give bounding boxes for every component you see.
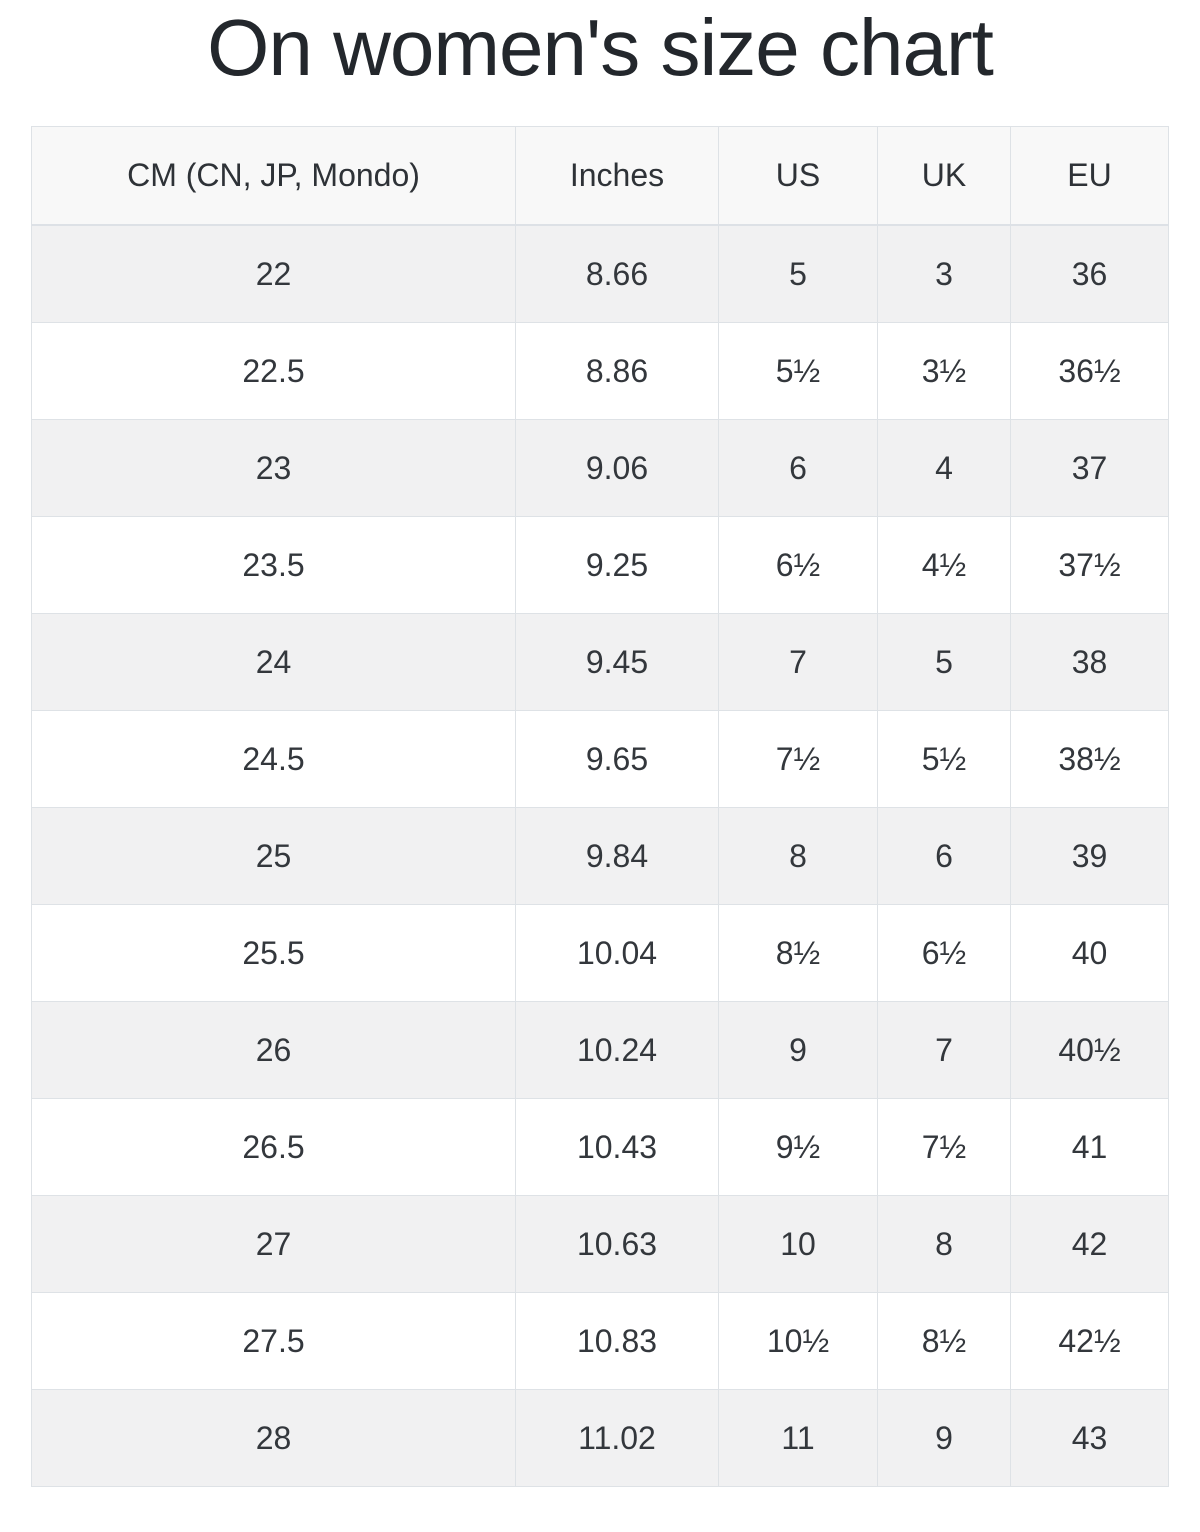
table-row: 25 9.84 8 6 39 <box>31 807 1169 905</box>
table-cell: 9½ <box>718 1098 878 1196</box>
table-cell: 28 <box>31 1389 516 1487</box>
table-cell: 8½ <box>877 1292 1011 1390</box>
table-cell: 9 <box>718 1001 878 1099</box>
table-row: 27 10.63 10 8 42 <box>31 1195 1169 1293</box>
table-row: 27.5 10.83 10½ 8½ 42½ <box>31 1292 1169 1390</box>
table-cell: 5½ <box>877 710 1011 808</box>
table-cell: 37 <box>1010 419 1169 517</box>
table-cell: 5 <box>718 224 878 323</box>
table-cell: 26.5 <box>31 1098 516 1196</box>
table-cell: 5 <box>877 613 1011 711</box>
table-cell: 41 <box>1010 1098 1169 1196</box>
table-cell: 6 <box>718 419 878 517</box>
table-row: 26.5 10.43 9½ 7½ 41 <box>31 1098 1169 1196</box>
table-cell: 10.83 <box>515 1292 719 1390</box>
table-cell: 7½ <box>877 1098 1011 1196</box>
table-cell: 9 <box>877 1389 1011 1487</box>
table-row: 24.5 9.65 7½ 5½ 38½ <box>31 710 1169 808</box>
table-cell: 9.65 <box>515 710 719 808</box>
table-cell: 9.45 <box>515 613 719 711</box>
table-cell: 26 <box>31 1001 516 1099</box>
table-row: 28 11.02 11 9 43 <box>31 1389 1169 1487</box>
column-header: Inches <box>515 126 719 226</box>
table-cell: 38½ <box>1010 710 1169 808</box>
column-header: UK <box>877 126 1011 226</box>
table-cell: 22.5 <box>31 322 516 420</box>
table-cell: 23.5 <box>31 516 516 614</box>
table-cell: 22 <box>31 224 516 323</box>
table-row: 25.5 10.04 8½ 6½ 40 <box>31 904 1169 1002</box>
table-cell: 37½ <box>1010 516 1169 614</box>
table-cell: 38 <box>1010 613 1169 711</box>
table-cell: 36 <box>1010 224 1169 323</box>
table-cell: 8.86 <box>515 322 719 420</box>
table-cell: 3½ <box>877 322 1011 420</box>
table-cell: 24 <box>31 613 516 711</box>
table-cell: 8 <box>877 1195 1011 1293</box>
table-cell: 10.63 <box>515 1195 719 1293</box>
table-row: 24 9.45 7 5 38 <box>31 613 1169 711</box>
table-cell: 10.24 <box>515 1001 719 1099</box>
table-row: 23 9.06 6 4 37 <box>31 419 1169 517</box>
table-cell: 25 <box>31 807 516 905</box>
table-cell: 27.5 <box>31 1292 516 1390</box>
table-cell: 23 <box>31 419 516 517</box>
table-cell: 4½ <box>877 516 1011 614</box>
header-row: CM (CN, JP, Mondo) Inches US UK EU <box>31 126 1169 226</box>
table-row: 23.5 9.25 6½ 4½ 37½ <box>31 516 1169 614</box>
column-header: US <box>718 126 878 226</box>
table-cell: 10½ <box>718 1292 878 1390</box>
table-cell: 40½ <box>1010 1001 1169 1099</box>
table-cell: 4 <box>877 419 1011 517</box>
table-cell: 39 <box>1010 807 1169 905</box>
table-cell: 7 <box>877 1001 1011 1099</box>
table-cell: 25.5 <box>31 904 516 1002</box>
table-cell: 43 <box>1010 1389 1169 1487</box>
table-cell: 9.25 <box>515 516 719 614</box>
table-cell: 6½ <box>877 904 1011 1002</box>
table-body: 22 8.66 5 3 36 22.5 8.86 5½ 3½ 36½ 23 9.06 6 4 37 23.5 9… <box>31 224 1169 1487</box>
table-cell: 7 <box>718 613 878 711</box>
table-row: 22 8.66 5 3 36 <box>31 224 1169 323</box>
column-header: CM (CN, JP, Mondo) <box>31 126 516 226</box>
table-cell: 8 <box>718 807 878 905</box>
table-cell: 6 <box>877 807 1011 905</box>
table-cell: 10.43 <box>515 1098 719 1196</box>
table-cell: 6½ <box>718 516 878 614</box>
table-cell: 42½ <box>1010 1292 1169 1390</box>
table-cell: 7½ <box>718 710 878 808</box>
table-cell: 9.06 <box>515 419 719 517</box>
column-header: EU <box>1010 126 1169 226</box>
table-cell: 27 <box>31 1195 516 1293</box>
table-cell: 9.84 <box>515 807 719 905</box>
table-cell: 36½ <box>1010 322 1169 420</box>
table-row: 26 10.24 9 7 40½ <box>31 1001 1169 1099</box>
table-cell: 8½ <box>718 904 878 1002</box>
size-chart-container: CM (CN, JP, Mondo) Inches US UK EU 22 8.66 5 3 3… <box>31 126 1169 1487</box>
table-cell: 42 <box>1010 1195 1169 1293</box>
table-cell: 10 <box>718 1195 878 1293</box>
table-cell: 24.5 <box>31 710 516 808</box>
table-cell: 8.66 <box>515 224 719 323</box>
size-chart-table: CM (CN, JP, Mondo) Inches US UK EU 22 8.66 5 3 3… <box>31 126 1169 1487</box>
table-cell: 3 <box>877 224 1011 323</box>
table-cell: 11 <box>718 1389 878 1487</box>
table-cell: 5½ <box>718 322 878 420</box>
table-cell: 10.04 <box>515 904 719 1002</box>
table-row: 22.5 8.86 5½ 3½ 36½ <box>31 322 1169 420</box>
table-cell: 40 <box>1010 904 1169 1002</box>
table-cell: 11.02 <box>515 1389 719 1487</box>
page-title: On women's size chart <box>207 3 994 92</box>
